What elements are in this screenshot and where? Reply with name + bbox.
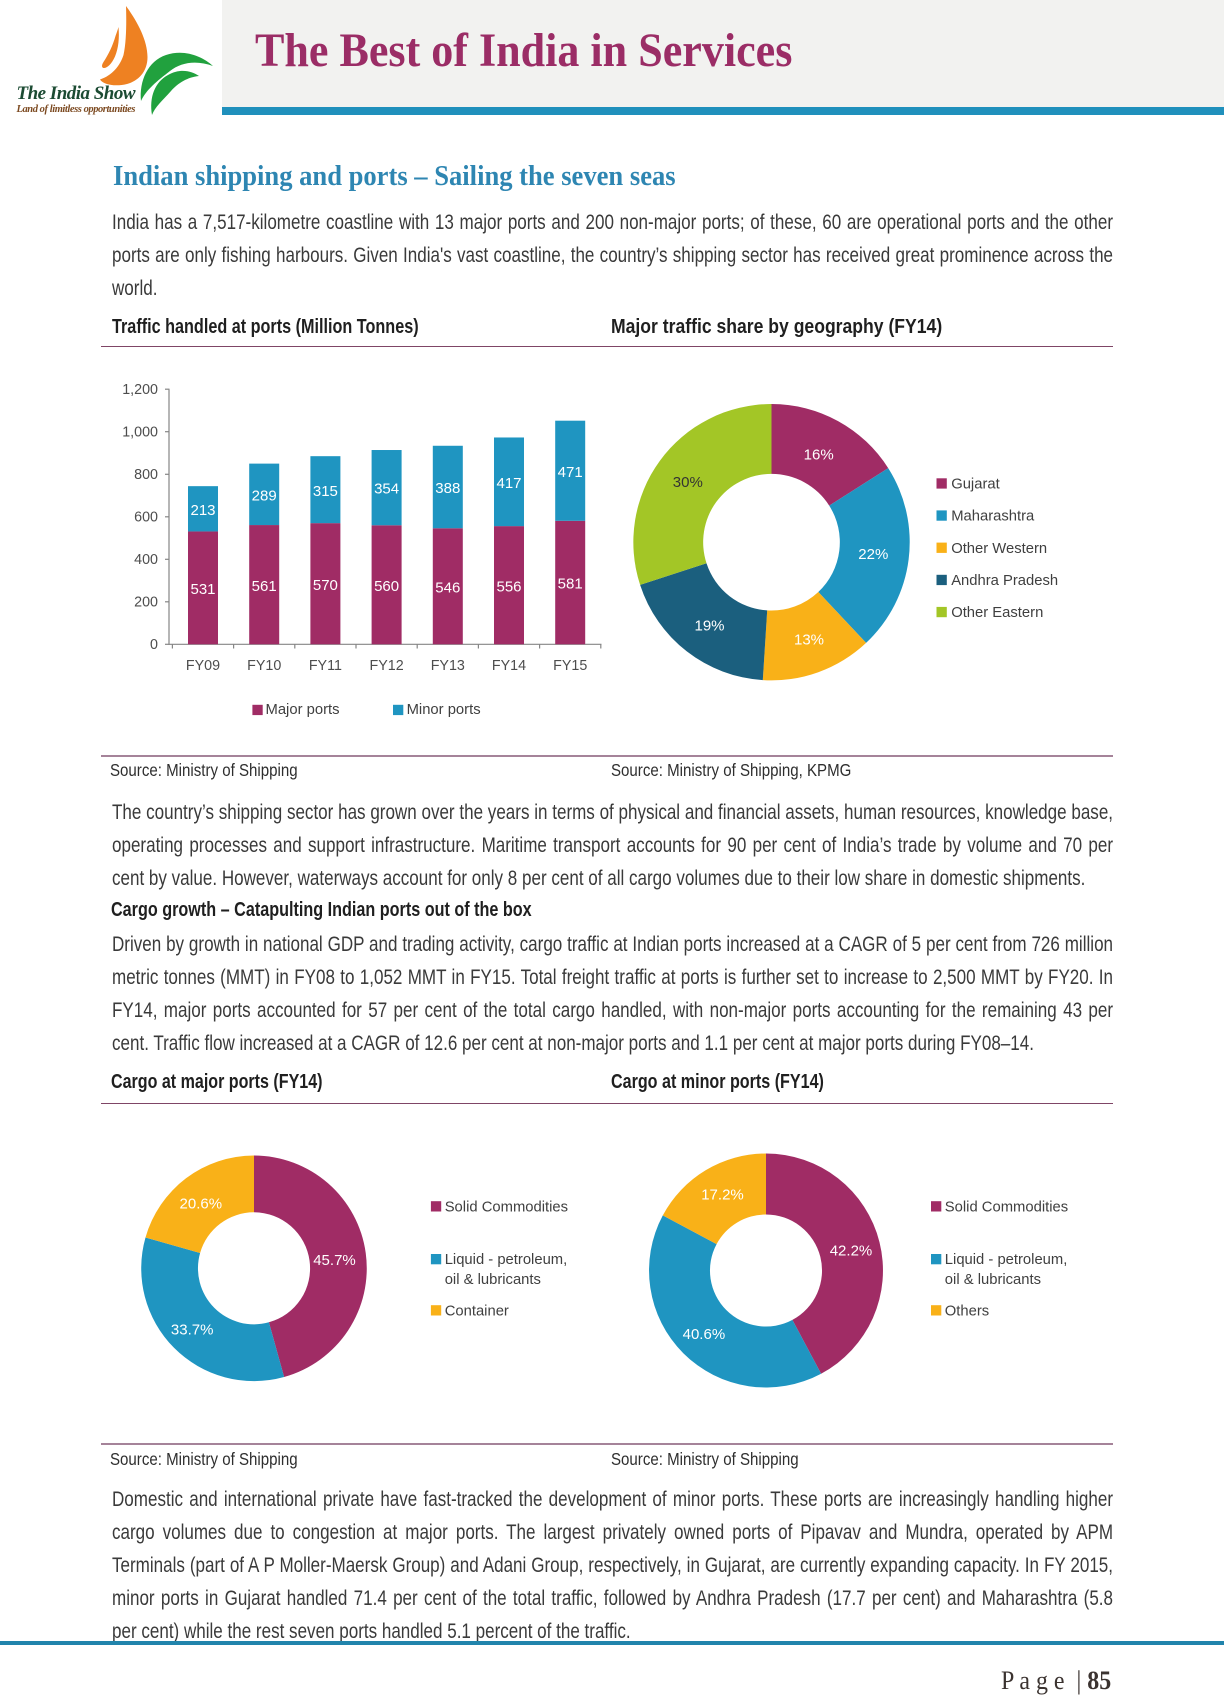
svg-text:Solid Commodities: Solid Commodities bbox=[445, 1199, 568, 1215]
svg-text:546: 546 bbox=[435, 579, 460, 596]
svg-text:FY10: FY10 bbox=[247, 658, 281, 674]
svg-text:Liquid - petroleum,: Liquid - petroleum, bbox=[945, 1252, 1068, 1268]
svg-text:289: 289 bbox=[252, 487, 277, 504]
svg-text:42.2%: 42.2% bbox=[830, 1243, 873, 1260]
svg-text:Other Western: Other Western bbox=[951, 541, 1047, 557]
svg-text:FY15: FY15 bbox=[553, 658, 587, 674]
svg-text:Other Eastern: Other Eastern bbox=[951, 605, 1043, 621]
svg-text:FY12: FY12 bbox=[370, 658, 404, 674]
svg-text:oil & lubricants: oil & lubricants bbox=[945, 1272, 1041, 1288]
svg-text:600: 600 bbox=[134, 510, 158, 526]
svg-text:388: 388 bbox=[435, 480, 460, 497]
svg-text:17.2%: 17.2% bbox=[701, 1186, 744, 1203]
svg-text:570: 570 bbox=[313, 577, 338, 594]
svg-text:The India Show: The India Show bbox=[17, 83, 136, 104]
svg-text:1,200: 1,200 bbox=[122, 382, 158, 398]
svg-text:Maharashtra: Maharashtra bbox=[951, 509, 1035, 525]
svg-text:Liquid - petroleum,: Liquid - petroleum, bbox=[445, 1252, 568, 1268]
svg-text:FY14: FY14 bbox=[492, 658, 526, 674]
svg-text:45.7%: 45.7% bbox=[313, 1252, 356, 1269]
svg-text:19%: 19% bbox=[694, 618, 724, 635]
svg-text:Major ports: Major ports bbox=[266, 702, 340, 718]
svg-text:Land of limitless opportunitie: Land of limitless opportunities bbox=[16, 104, 136, 115]
svg-text:581: 581 bbox=[558, 576, 583, 593]
svg-text:560: 560 bbox=[374, 578, 399, 595]
svg-text:FY13: FY13 bbox=[431, 658, 465, 674]
svg-text:471: 471 bbox=[558, 464, 583, 481]
svg-text:315: 315 bbox=[313, 483, 338, 500]
svg-text:400: 400 bbox=[134, 552, 158, 568]
svg-text:0: 0 bbox=[150, 637, 158, 653]
svg-text:FY09: FY09 bbox=[186, 658, 220, 674]
svg-text:417: 417 bbox=[496, 475, 521, 492]
svg-text:800: 800 bbox=[134, 467, 158, 483]
svg-text:Others: Others bbox=[945, 1303, 989, 1319]
svg-text:oil & lubricants: oil & lubricants bbox=[445, 1272, 541, 1288]
svg-text:13%: 13% bbox=[794, 632, 824, 649]
svg-text:200: 200 bbox=[134, 595, 158, 611]
svg-text:16%: 16% bbox=[804, 446, 834, 463]
svg-text:22%: 22% bbox=[858, 546, 888, 563]
svg-text:213: 213 bbox=[190, 502, 215, 519]
svg-text:33.7%: 33.7% bbox=[171, 1322, 214, 1339]
svg-text:FY11: FY11 bbox=[309, 658, 342, 674]
svg-text:Andhra Pradesh: Andhra Pradesh bbox=[951, 573, 1058, 589]
svg-text:Gujarat: Gujarat bbox=[951, 477, 1000, 493]
svg-text:531: 531 bbox=[190, 581, 215, 598]
svg-text:354: 354 bbox=[374, 481, 399, 498]
svg-text:Container: Container bbox=[445, 1303, 509, 1319]
svg-text:1,000: 1,000 bbox=[122, 424, 158, 440]
svg-text:30%: 30% bbox=[673, 474, 703, 491]
svg-text:40.6%: 40.6% bbox=[683, 1326, 726, 1343]
svg-text:556: 556 bbox=[496, 578, 521, 595]
svg-text:Solid Commodities: Solid Commodities bbox=[945, 1199, 1068, 1215]
svg-text:Minor ports: Minor ports bbox=[407, 702, 481, 718]
svg-text:561: 561 bbox=[252, 578, 277, 595]
svg-text:20.6%: 20.6% bbox=[180, 1195, 223, 1212]
